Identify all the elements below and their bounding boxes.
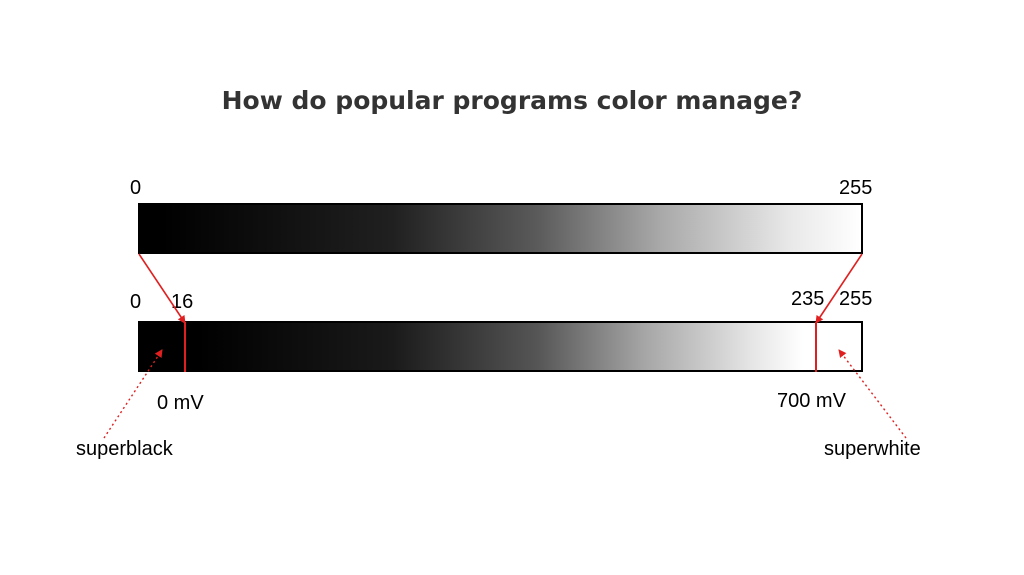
white-voltage-label: 700 mV bbox=[777, 390, 846, 412]
superblack-label: superblack bbox=[76, 438, 173, 460]
slide-title: How do popular programs color manage? bbox=[221, 86, 803, 115]
black-voltage-label: 0 mV bbox=[157, 392, 204, 414]
full-range-gradient-bar bbox=[138, 203, 863, 254]
top-bar-max-label: 255 bbox=[839, 177, 873, 199]
black-level-label: 16 bbox=[171, 291, 194, 313]
bottom-bar-max-label: 255 bbox=[839, 288, 873, 310]
top-bar-min-label: 0 bbox=[130, 177, 142, 199]
superwhite-label: superwhite bbox=[824, 438, 921, 460]
white-level-label: 235 bbox=[791, 288, 825, 310]
bottom-bar-min-label: 0 bbox=[130, 291, 142, 313]
video-range-gradient-bar bbox=[138, 321, 863, 372]
